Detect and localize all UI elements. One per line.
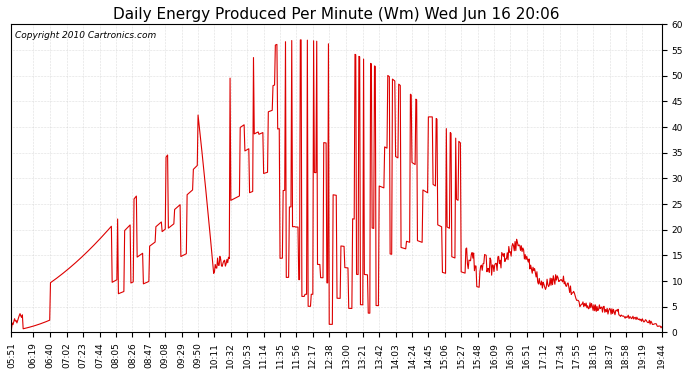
Text: Copyright 2010 Cartronics.com: Copyright 2010 Cartronics.com bbox=[14, 31, 156, 40]
Title: Daily Energy Produced Per Minute (Wm) Wed Jun 16 20:06: Daily Energy Produced Per Minute (Wm) We… bbox=[113, 7, 560, 22]
